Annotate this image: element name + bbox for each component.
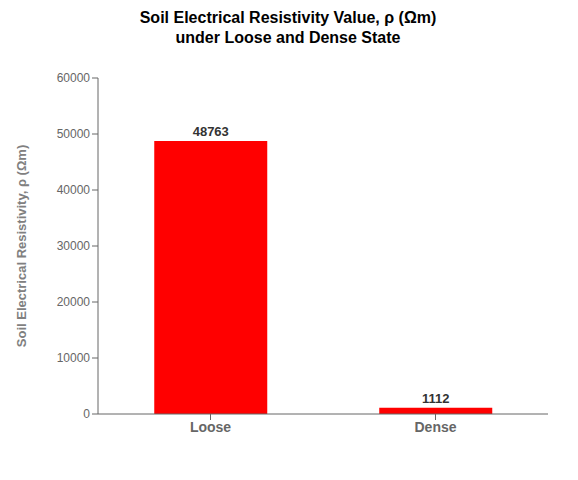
svg-text:50000: 50000 [57, 127, 91, 141]
svg-text:Dense: Dense [414, 419, 456, 435]
svg-text:0: 0 [83, 407, 90, 421]
svg-text:Loose: Loose [190, 419, 231, 435]
svg-text:40000: 40000 [57, 183, 91, 197]
svg-text:48763: 48763 [193, 124, 229, 139]
svg-text:1112: 1112 [422, 391, 450, 406]
svg-text:10000: 10000 [57, 351, 91, 365]
svg-text:30000: 30000 [57, 239, 91, 253]
svg-text:60000: 60000 [57, 71, 91, 85]
html-text:under Loose and Dense State: under Loose and Dense State [175, 29, 401, 46]
svg-text:20000: 20000 [57, 295, 91, 309]
svg-text:Soil Electrical Resistivity, ρ: Soil Electrical Resistivity, ρ (Ωm) [14, 145, 29, 347]
html-text:Soil Electrical Resistivity Va: Soil Electrical Resistivity Value, ρ (Ωm… [139, 9, 437, 26]
